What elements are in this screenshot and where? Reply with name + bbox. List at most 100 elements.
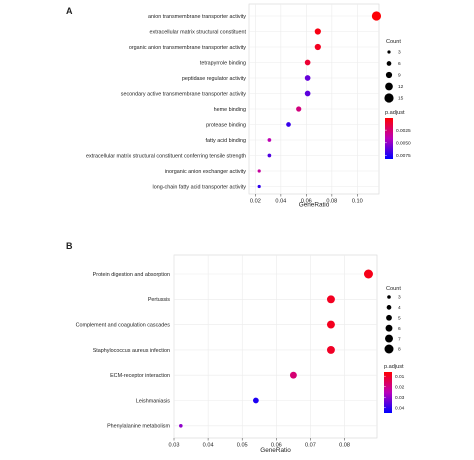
category-label: Leishmaniasis <box>136 398 170 404</box>
category-label: Phenylalanine metabolism <box>107 424 170 430</box>
legend-label: 0.0050 <box>396 141 411 147</box>
x-axis-title: GeneRatio <box>299 202 330 209</box>
legend-label: 0.01 <box>395 374 405 380</box>
color-bar <box>384 372 392 413</box>
data-point <box>286 122 291 127</box>
legend-label: 6 <box>398 326 401 332</box>
x-tick-label: 0.04 <box>275 199 286 205</box>
data-point <box>257 184 261 189</box>
legend-label: 12 <box>398 84 404 90</box>
data-point <box>257 169 261 173</box>
panel-a: A anion transmembrane transporter activi… <box>66 3 411 209</box>
legend-dot <box>386 305 392 310</box>
data-point <box>304 75 311 81</box>
category-label: anion transmembrane transporter activity <box>148 14 246 20</box>
x-axis-title: GeneRatio <box>260 447 291 454</box>
data-point <box>314 28 321 35</box>
category-label: extracellular matrix structural constitu… <box>86 153 246 159</box>
legend-dot <box>385 82 393 91</box>
legend-label: 9 <box>398 73 401 79</box>
legend-dot <box>387 295 391 299</box>
count-legend: Count 3 4 5 6 7 8 <box>384 286 401 354</box>
legend-dot <box>386 61 392 66</box>
data-point <box>267 153 272 158</box>
legend-dot <box>385 334 393 343</box>
legend-label: 5 <box>398 316 401 322</box>
legend-dot <box>387 50 391 54</box>
data-point <box>267 138 272 142</box>
data-point <box>304 59 311 66</box>
legend-label: 0.0075 <box>396 153 411 159</box>
category-label: Staphylococcus aureus infection <box>93 348 170 354</box>
data-points <box>257 11 382 189</box>
legend-label: 4 <box>398 305 401 311</box>
color-bar <box>385 118 393 159</box>
x-axis-ticks: 0.02 0.04 0.06 0.08 0.10 <box>250 194 363 205</box>
category-label: long-chain fatty acid transporter activi… <box>153 184 247 190</box>
legend-dot <box>386 314 392 321</box>
data-point <box>326 345 335 354</box>
category-label: peptidase regulator activity <box>182 76 246 82</box>
legend-dot <box>385 324 393 332</box>
count-legend: Count 3 6 9 12 15 <box>384 39 404 103</box>
category-label: fatty acid binding <box>206 138 246 144</box>
x-tick-label: 0.05 <box>237 443 248 449</box>
p-adjust-legend: p.adjust 0.01 0.02 0.03 0.04 <box>384 364 405 413</box>
legend-label: 0.02 <box>395 384 405 390</box>
category-label: secondary active transmembrane transport… <box>121 91 247 97</box>
legend-label: 15 <box>398 96 404 102</box>
category-label: Complement and coagulation cascades <box>76 323 171 329</box>
data-point <box>304 90 311 97</box>
category-label: inorganic anion exchanger activity <box>165 169 247 175</box>
category-label: ECM-receptor interaction <box>110 373 170 379</box>
legend-label: 8 <box>398 347 401 353</box>
x-tick-label: 0.06 <box>301 199 312 205</box>
x-tick-label: 0.08 <box>326 199 337 205</box>
category-label: extracellular matrix structural constitu… <box>150 29 247 35</box>
x-tick-label: 0.03 <box>169 443 180 449</box>
plot-area <box>173 254 378 439</box>
legend-title: Count <box>386 39 401 45</box>
legend-title: p.adjust <box>384 364 404 370</box>
legend-label: 6 <box>398 61 401 67</box>
legend-dot <box>384 93 394 103</box>
panel-b: B Protein digestion and absorption Pertus… <box>66 241 405 454</box>
data-point <box>296 106 302 112</box>
panel-label: B <box>66 241 73 251</box>
legend-title: Count <box>386 286 401 292</box>
data-points <box>179 269 373 428</box>
category-label: organic anion transmembrane transporter … <box>129 45 246 51</box>
category-label: protease binding <box>206 122 246 128</box>
x-tick-label: 0.04 <box>203 443 214 449</box>
grid <box>249 4 379 194</box>
legend-dot <box>385 71 393 79</box>
legend-title: p.adjust <box>385 110 405 116</box>
legend-label: 7 <box>398 336 401 342</box>
x-tick-label: 0.02 <box>250 199 261 205</box>
plot-area <box>248 3 380 195</box>
x-tick-label: 0.07 <box>305 443 316 449</box>
legend-label: 0.0025 <box>396 128 411 134</box>
category-label: heme binding <box>214 107 246 113</box>
panel-label: A <box>66 6 73 16</box>
data-point <box>371 11 382 21</box>
grid <box>173 255 377 438</box>
x-tick-label: 0.10 <box>352 199 363 205</box>
category-label: Protein digestion and absorption <box>93 272 170 278</box>
data-point <box>314 43 321 51</box>
category-label: tetrapyrrole binding <box>200 60 246 66</box>
legend-label: 0.03 <box>395 395 405 401</box>
legend-label: 0.04 <box>395 405 405 411</box>
data-point <box>289 371 297 379</box>
data-point <box>363 269 373 279</box>
data-point <box>179 424 183 428</box>
x-tick-label: 0.06 <box>271 443 282 449</box>
legend-dot <box>384 344 394 354</box>
data-point <box>253 397 259 404</box>
data-point <box>326 320 335 329</box>
x-axis-ticks: 0.03 0.04 0.05 0.06 0.07 0.08 <box>169 438 350 449</box>
category-labels: anion transmembrane transporter activity… <box>86 14 247 190</box>
x-tick-label: 0.08 <box>339 443 350 449</box>
legend-label: 3 <box>398 295 401 301</box>
